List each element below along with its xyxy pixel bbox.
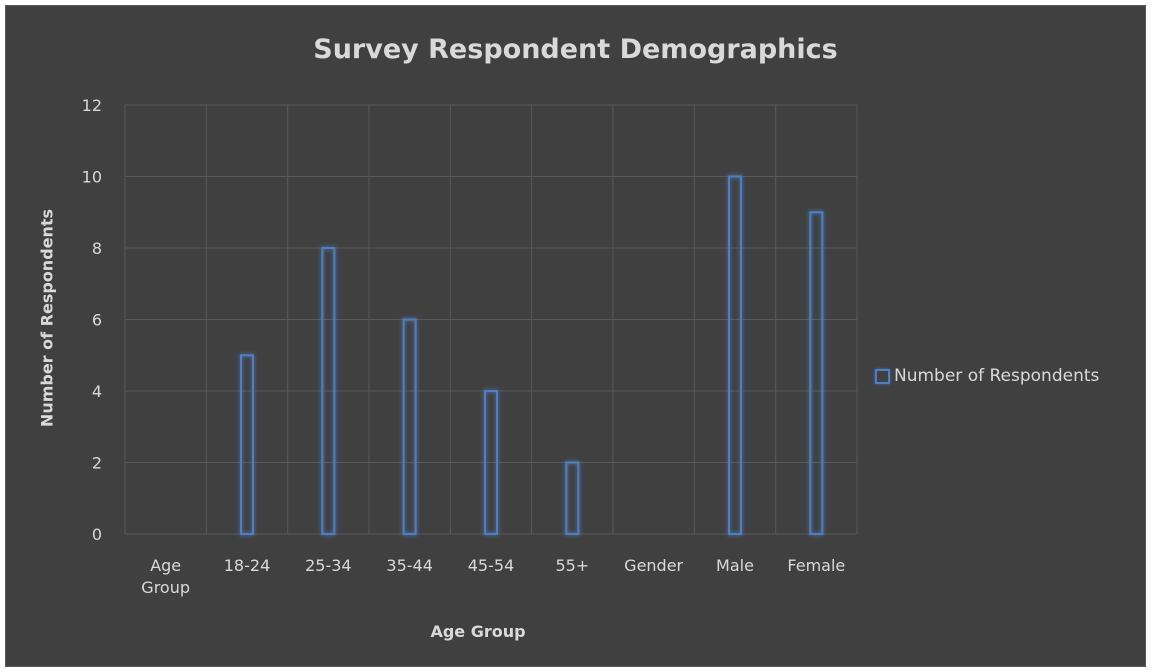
- x-tick-label: 18-24: [224, 556, 271, 575]
- y-tick-label: 12: [82, 96, 102, 115]
- x-tick-label: 55+: [555, 556, 589, 575]
- x-tick-label: 35-44: [386, 556, 433, 575]
- y-tick-label: 6: [92, 311, 102, 330]
- y-tick-label: 2: [92, 454, 102, 473]
- x-axis-title: Age Group: [430, 622, 526, 641]
- y-tick-label: 0: [92, 525, 102, 544]
- y-tick-label: 4: [92, 382, 102, 401]
- bar: [565, 461, 580, 535]
- bar: [728, 175, 742, 535]
- bar: [240, 354, 254, 535]
- x-tick-label: Male: [716, 556, 754, 575]
- chart-title: Survey Respondent Demographics: [313, 34, 838, 65]
- x-tick-label: 45-54: [468, 556, 515, 575]
- x-tick-label: Gender: [624, 556, 683, 575]
- chart-area: [5, 5, 1146, 667]
- legend-label: Number of Respondents: [894, 366, 1100, 386]
- x-tick-label: Female: [787, 556, 845, 575]
- x-tick-label: Age Group: [141, 556, 190, 597]
- legend-swatch: [875, 368, 890, 384]
- bar: [484, 390, 498, 535]
- bar: [321, 247, 336, 535]
- bar: [402, 318, 417, 535]
- y-tick-label: 8: [92, 239, 102, 258]
- y-tick-label: 10: [82, 168, 102, 187]
- x-tick-label: 25-34: [305, 556, 352, 575]
- bar: [809, 211, 824, 535]
- legend: Number of Respondents: [875, 366, 1099, 386]
